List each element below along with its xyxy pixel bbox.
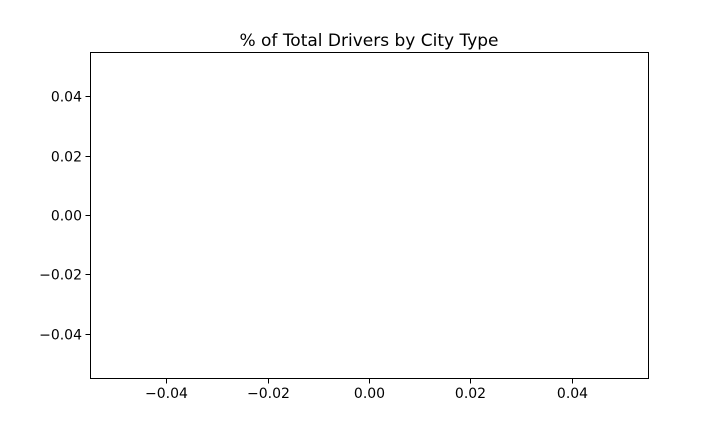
x-axis: −0.04 −0.02 0.00 0.02 0.04 <box>145 378 588 402</box>
y-tick-label: −0.04 <box>39 328 82 344</box>
x-tick-label: 0.02 <box>455 386 486 402</box>
x-tick-label: −0.04 <box>145 386 188 402</box>
chart-title: % of Total Drivers by City Type <box>239 31 498 51</box>
y-tick-label: 0.00 <box>51 209 82 225</box>
y-axis: 0.04 0.02 0.00 −0.02 −0.04 <box>39 90 91 344</box>
x-tick-label: −0.02 <box>247 386 290 402</box>
y-tick-label: 0.02 <box>51 150 82 166</box>
y-tick-label: 0.04 <box>51 90 82 106</box>
y-tick-label: −0.02 <box>39 268 82 284</box>
x-tick-label: 0.00 <box>354 386 385 402</box>
x-tick-label: 0.04 <box>557 386 588 402</box>
